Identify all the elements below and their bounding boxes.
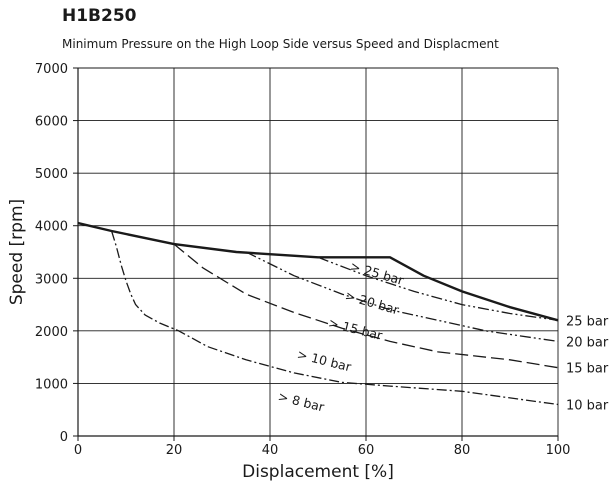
x-tick-label: 40	[262, 443, 279, 458]
y-axis-label: Speed [rpm]	[7, 199, 27, 305]
y-tick-label: 1000	[35, 377, 68, 392]
y-tick-label: 3000	[35, 272, 68, 287]
end-label: 15 bar	[566, 362, 609, 377]
x-tick-label: 100	[546, 443, 571, 458]
limit-curve	[77, 221, 559, 322]
series-lines	[77, 221, 559, 406]
end-label: 25 bar	[566, 314, 609, 329]
pressure-curve-1	[317, 256, 559, 321]
chart-subtitle: Minimum Pressure on the High Loop Side v…	[62, 37, 499, 51]
x-tick-label: 60	[358, 443, 375, 458]
y-tick-label: 2000	[35, 325, 68, 340]
curve-annotation: > 15 bar	[327, 315, 385, 343]
curve-annotation: > 10 bar	[296, 347, 354, 375]
y-tick-label: 4000	[35, 220, 68, 235]
pressure-curve-3	[173, 243, 559, 369]
y-tick-label: 6000	[35, 115, 68, 130]
y-tick-label: 5000	[35, 167, 68, 182]
grid-lines	[77, 67, 559, 437]
y-tick-label: 7000	[35, 62, 68, 77]
pressure-curve-4	[110, 230, 559, 406]
x-axis-label: Displacement [%]	[242, 462, 394, 482]
curve-annotation: > 20 bar	[344, 288, 402, 318]
curve-annotations: > 25 bar> 20 bar> 15 bar> 10 bar> 8 bar	[276, 258, 406, 414]
tick-labels: 0 20 40 60 80 1000100020003000400050006000700…	[35, 62, 571, 458]
x-tick-label: 0	[74, 443, 82, 458]
chart-title: H1B250	[62, 6, 137, 26]
pressure-curve-2	[245, 251, 559, 343]
x-tick-label: 20	[166, 443, 183, 458]
axes	[77, 68, 558, 437]
end-label: 10 bar	[566, 398, 609, 413]
end-label: 20 bar	[566, 335, 609, 350]
curve-annotation: > 8 bar	[276, 389, 326, 415]
x-tick-label: 80	[454, 443, 471, 458]
end-labels: 25 bar 20 bar 15 bar 10 bar	[566, 314, 609, 413]
y-tick-label: 0	[60, 430, 68, 445]
